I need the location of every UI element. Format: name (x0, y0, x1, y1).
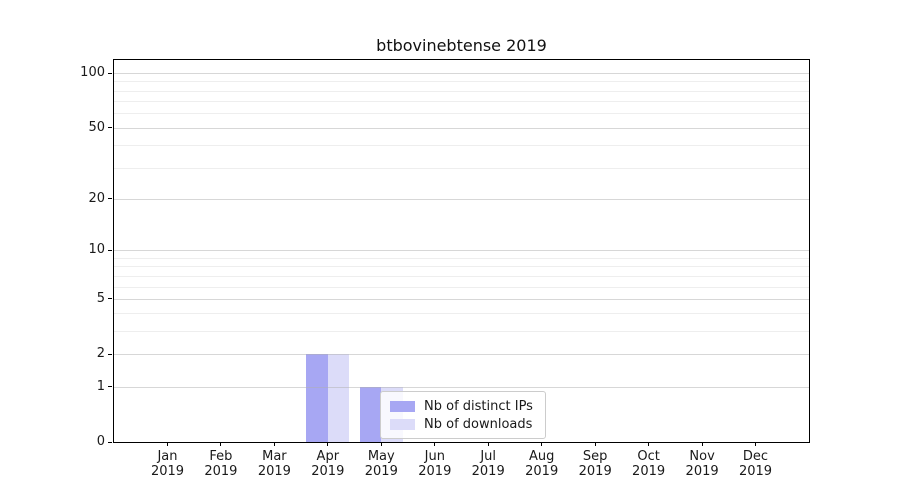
y-tick-label-0: 0 (96, 434, 105, 449)
y-tick-label-50: 50 (88, 119, 105, 135)
x-tick-month: Sep (582, 449, 608, 464)
y-tick-mark-100 (108, 72, 112, 74)
gridline-major-100 (114, 73, 809, 75)
x-tick-label-apr: Apr 2019 (311, 449, 344, 479)
gridline-minor-8 (114, 266, 809, 268)
x-tick-label-dec: Dec 2019 (739, 449, 772, 479)
legend-row-1: Nb of distinct IPs (390, 397, 537, 415)
plot-area: Nb of distinct IPs Nb of downloads 0 1 2 5 10… (80, 59, 810, 479)
y-tick-mark-50 (108, 127, 112, 129)
legend-swatch-icon (390, 400, 415, 412)
x-tick-year: 2019 (471, 464, 505, 479)
x-tick-month: Aug (528, 449, 555, 464)
x-tick-mark-mar (273, 442, 275, 446)
gridline-major-1 (114, 386, 809, 388)
y-tick-mark-1 (108, 386, 112, 388)
x-tick-label-feb: Feb 2019 (204, 449, 237, 479)
gridline-minor-70 (114, 101, 809, 103)
x-tick-year: 2019 (578, 464, 612, 479)
x-tick-mark-sep (594, 442, 596, 446)
gridline-minor-60 (114, 113, 809, 115)
x-tick-mark-jun (434, 442, 436, 446)
bar-apr-series2 (327, 354, 350, 442)
chart-title: btbovinebtense 2019 (376, 36, 547, 55)
x-tick-label-mar: Mar 2019 (258, 449, 291, 479)
x-tick-mark-nov (701, 442, 703, 446)
y-tick-label-100: 100 (80, 65, 105, 81)
x-tick-mark-apr (327, 442, 329, 446)
x-tick-month: Oct (637, 449, 660, 464)
x-tick-label-sep: Sep 2019 (579, 449, 612, 479)
y-tick-mark-0 (108, 441, 112, 443)
x-tick-month: Jan (157, 449, 178, 464)
x-tick-label-oct: Oct 2019 (632, 449, 665, 479)
x-tick-label-jan: Jan 2019 (151, 449, 184, 479)
bar-may-series1 (359, 386, 382, 442)
x-tick-year: 2019 (311, 464, 345, 479)
gridline-minor-90 (114, 81, 809, 83)
gridline-major-2 (114, 354, 809, 356)
gridline-minor-4 (114, 313, 809, 315)
x-tick-year: 2019 (685, 464, 719, 479)
gridline-major-10 (114, 250, 809, 252)
gridline-major-5 (114, 298, 809, 300)
legend-swatch-icon (390, 418, 415, 430)
x-tick-year: 2019 (204, 464, 238, 479)
x-tick-year: 2019 (525, 464, 559, 479)
x-tick-label-nov: Nov 2019 (686, 449, 719, 479)
x-tick-mark-feb (220, 442, 222, 446)
x-tick-year: 2019 (632, 464, 666, 479)
x-tick-month: Nov (689, 449, 715, 464)
x-tick-label-aug: Aug 2019 (525, 449, 558, 479)
x-tick-year: 2019 (257, 464, 291, 479)
y-tick-label-2: 2 (96, 346, 105, 362)
gridline-major-20 (114, 198, 809, 200)
y-tick-label-10: 10 (88, 242, 105, 258)
gridline-minor-40 (114, 145, 809, 147)
y-tick-mark-10 (108, 249, 112, 251)
gridline-minor-6 (114, 286, 809, 288)
x-tick-month: Mar (262, 449, 287, 464)
x-tick-year: 2019 (150, 464, 185, 479)
x-tick-year: 2019 (738, 464, 773, 479)
gridline-minor-9 (114, 258, 809, 259)
x-tick-month: Jul (480, 449, 497, 464)
x-tick-year: 2019 (364, 464, 398, 479)
x-tick-mark-aug (541, 442, 543, 446)
y-tick-label-20: 20 (88, 190, 105, 206)
x-tick-label-jun: Jun 2019 (418, 449, 451, 479)
bar-apr-series1 (306, 354, 328, 442)
y-tick-mark-20 (108, 198, 112, 200)
gridline-minor-30 (114, 167, 809, 169)
x-tick-mark-dec (755, 442, 756, 446)
gridline-minor-80 (114, 90, 809, 92)
x-tick-mark-oct (648, 442, 650, 446)
gridline-major-50 (114, 127, 809, 129)
x-tick-month: Jun (424, 449, 445, 464)
legend-row-2: Nb of downloads (390, 415, 537, 433)
gridline-minor-3 (114, 331, 809, 333)
x-tick-year: 2019 (418, 464, 452, 479)
x-tick-label-may: May 2019 (365, 449, 398, 479)
y-tick-label-5: 5 (96, 290, 105, 306)
x-tick-mark-jul (487, 442, 489, 446)
y-tick-label-1: 1 (96, 378, 105, 394)
x-tick-label-jul: Jul 2019 (472, 449, 505, 479)
x-tick-month: Dec (742, 449, 769, 464)
legend: Nb of distinct IPs Nb of downloads (380, 391, 546, 439)
y-tick-mark-5 (108, 298, 112, 300)
x-tick-mark-may (380, 442, 382, 446)
legend-label: Nb of downloads (424, 416, 533, 432)
x-tick-month: Feb (209, 449, 233, 464)
x-tick-mark-jan (167, 442, 168, 446)
x-tick-month: May (367, 449, 395, 464)
x-tick-month: Apr (316, 449, 340, 464)
gridline-minor-7 (114, 275, 809, 277)
legend-label: Nb of distinct IPs (424, 398, 533, 414)
y-tick-mark-2 (108, 353, 112, 355)
